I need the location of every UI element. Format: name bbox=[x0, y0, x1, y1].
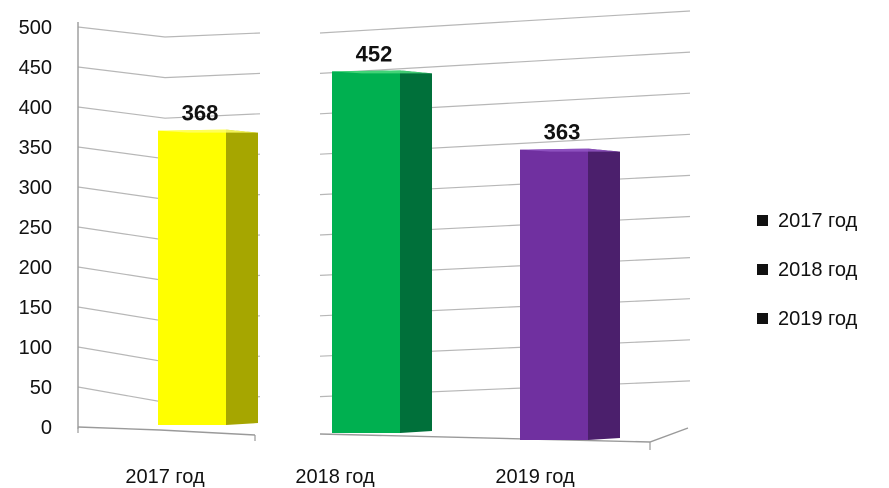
y-tick-label: 200 bbox=[19, 257, 52, 279]
bar-top bbox=[158, 129, 258, 133]
bar-front bbox=[158, 129, 226, 425]
data-label: 368 bbox=[182, 101, 219, 126]
bar-side bbox=[226, 129, 258, 425]
y-tick-label: 400 bbox=[19, 97, 52, 119]
gridline bbox=[77, 26, 261, 38]
y-tick-label: 250 bbox=[19, 217, 52, 239]
x-tick-label: 2017 год bbox=[125, 466, 205, 488]
gridline bbox=[319, 51, 691, 74]
bar-top bbox=[520, 148, 620, 152]
gridline bbox=[77, 66, 261, 79]
x-tick-label: 2018 год bbox=[295, 466, 375, 488]
floor-line bbox=[77, 426, 256, 436]
y-tick-label: 500 bbox=[19, 17, 52, 39]
bar-side bbox=[400, 70, 432, 434]
bar-front bbox=[332, 70, 400, 434]
legend-swatch bbox=[757, 313, 768, 324]
legend-item: 2017 год bbox=[778, 210, 858, 232]
x-tick-label: 2019 год bbox=[495, 466, 575, 488]
y-tick-label: 0 bbox=[41, 417, 52, 439]
y-tick-label: 150 bbox=[19, 297, 52, 319]
y-tick-label: 100 bbox=[19, 337, 52, 359]
legend-item: 2018 год bbox=[778, 259, 858, 281]
data-label: 363 bbox=[544, 120, 581, 145]
bar-front bbox=[520, 148, 588, 440]
y-tick-label: 450 bbox=[19, 57, 52, 79]
bar-top bbox=[332, 70, 432, 74]
legend-swatch bbox=[757, 264, 768, 275]
legend-swatch bbox=[757, 215, 768, 226]
gridline bbox=[319, 10, 691, 34]
legend-item: 2019 год bbox=[778, 308, 858, 330]
y-tick-label: 350 bbox=[19, 137, 52, 159]
bar-side bbox=[588, 148, 620, 440]
y-tick-label: 300 bbox=[19, 177, 52, 199]
data-label: 452 bbox=[356, 41, 393, 66]
gridline bbox=[77, 106, 261, 119]
y-tick-label: 50 bbox=[30, 377, 52, 399]
